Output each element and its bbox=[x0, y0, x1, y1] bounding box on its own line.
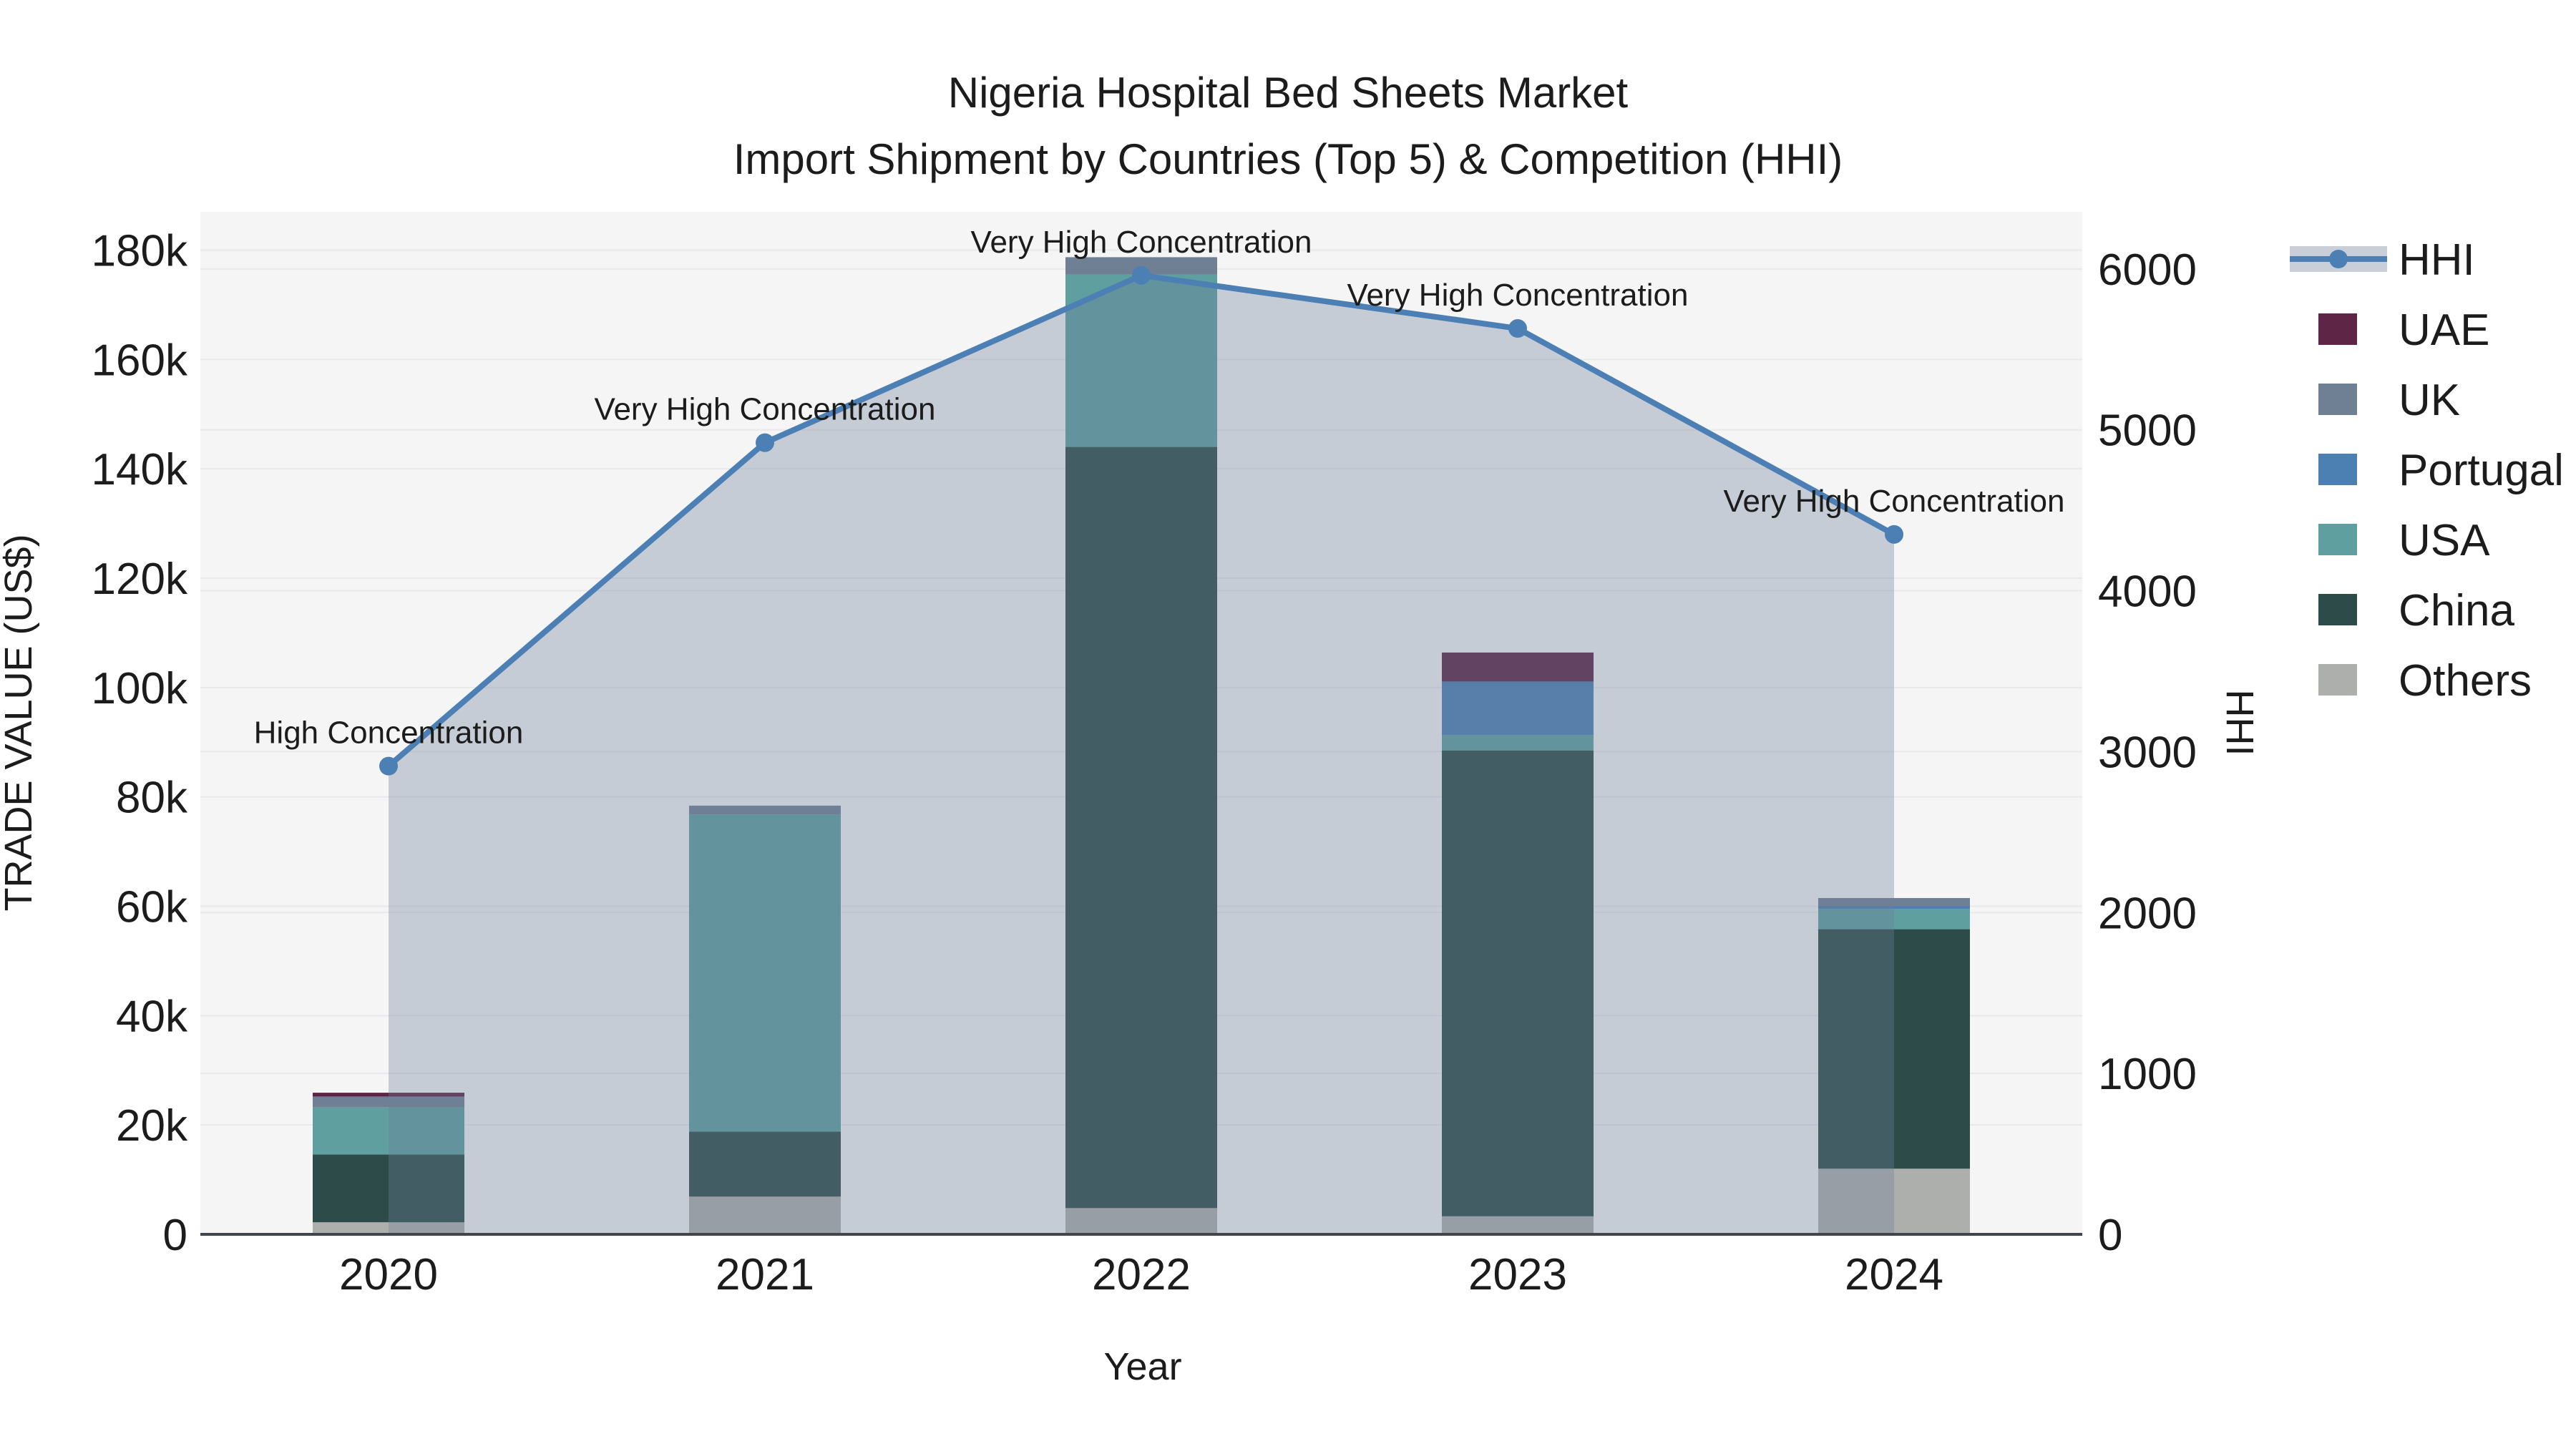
y-left-tick-label: 20k bbox=[116, 1101, 188, 1151]
bar-segment-2024-others[interactable] bbox=[1818, 1169, 1970, 1234]
hhi-marker-2020[interactable] bbox=[379, 756, 398, 776]
y-left-tick-label: 0 bbox=[163, 1211, 187, 1260]
bar-segment-2023-others[interactable] bbox=[1442, 1216, 1594, 1234]
legend-label-usa: USA bbox=[2399, 516, 2490, 565]
bar-segment-2020-uae[interactable] bbox=[313, 1093, 464, 1097]
legend-label-others: Others bbox=[2399, 656, 2532, 706]
y-right-tick-label: 6000 bbox=[2098, 245, 2197, 295]
x-axis-title: Year bbox=[1103, 1345, 1181, 1388]
y-right-tick-label: 0 bbox=[2098, 1211, 2122, 1260]
legend-item-usa[interactable]: USA bbox=[2318, 516, 2490, 565]
y-right-tick-label: 3000 bbox=[2098, 728, 2197, 777]
bar-segment-2024-china[interactable] bbox=[1818, 929, 1970, 1169]
y-left-tick-label: 120k bbox=[92, 555, 188, 604]
bar-segment-2021-usa[interactable] bbox=[689, 814, 841, 1132]
y-left-tick-label: 180k bbox=[92, 226, 188, 275]
y-left-axis-title: TRADE VALUE (US$) bbox=[0, 534, 40, 911]
legend-item-china[interactable]: China bbox=[2318, 586, 2515, 635]
x-tick-label: 2022 bbox=[1092, 1250, 1191, 1299]
bar-segment-2023-china[interactable] bbox=[1442, 750, 1594, 1216]
hhi-marker-2024[interactable] bbox=[1885, 525, 1903, 544]
y-left-tick-label: 160k bbox=[92, 336, 188, 385]
chart-subtitle: Import Shipment by Countries (Top 5) & C… bbox=[733, 135, 1843, 183]
annotation-2024: Very High Concentration bbox=[1724, 484, 2065, 519]
hhi-marker-2023[interactable] bbox=[1508, 319, 1527, 338]
hhi-marker-2021[interactable] bbox=[756, 433, 774, 452]
bar-segment-2020-usa[interactable] bbox=[313, 1107, 464, 1155]
legend-label-uae: UAE bbox=[2399, 306, 2489, 355]
bar-segment-2024-usa[interactable] bbox=[1818, 909, 1970, 930]
legend-swatch-china bbox=[2318, 594, 2357, 625]
legend-item-uk[interactable]: UK bbox=[2318, 376, 2460, 425]
bar-segment-2024-uk[interactable] bbox=[1818, 898, 1970, 907]
hhi-area-fill bbox=[389, 275, 1894, 1235]
legend-item-uae[interactable]: UAE bbox=[2318, 306, 2489, 355]
y-left-tick-label: 80k bbox=[116, 774, 188, 823]
y-right-axis-title: HHI bbox=[2218, 690, 2261, 756]
x-tick-label: 2021 bbox=[716, 1250, 814, 1299]
hhi-marker-2022[interactable] bbox=[1132, 265, 1151, 285]
x-tick-label: 2023 bbox=[1468, 1250, 1567, 1299]
y-right-tick-label: 2000 bbox=[2098, 889, 2197, 938]
legend-item-hhi[interactable]: HHI bbox=[2290, 235, 2475, 285]
bar-segment-2022-china[interactable] bbox=[1065, 447, 1217, 1209]
bar-segment-2020-others[interactable] bbox=[313, 1222, 464, 1234]
y-right-tick-label: 5000 bbox=[2098, 406, 2197, 456]
legend-hhi-marker-sample bbox=[2329, 250, 2348, 268]
y-left-tick-label: 140k bbox=[92, 445, 188, 494]
x-tick-label: 2024 bbox=[1845, 1250, 1943, 1299]
bar-segment-2020-china[interactable] bbox=[313, 1154, 464, 1223]
y-left-tick-label: 40k bbox=[116, 992, 188, 1041]
y-left-tick-label: 60k bbox=[116, 882, 188, 932]
y-right-tick-label: 1000 bbox=[2098, 1050, 2197, 1099]
legend-label-china: China bbox=[2399, 586, 2515, 635]
annotation-2021: Very High Concentration bbox=[595, 392, 936, 427]
legend-label-hhi: HHI bbox=[2399, 235, 2475, 285]
legend-item-others[interactable]: Others bbox=[2318, 656, 2532, 706]
legend-swatch-uae bbox=[2318, 313, 2357, 345]
legend-item-portugal[interactable]: Portugal bbox=[2318, 446, 2564, 495]
legend-swatch-portugal bbox=[2318, 454, 2357, 485]
bar-segment-2021-china[interactable] bbox=[689, 1131, 841, 1197]
bar-segment-2020-uk[interactable] bbox=[313, 1096, 464, 1108]
bar-segment-2023-usa[interactable] bbox=[1442, 735, 1594, 751]
annotation-2020: High Concentration bbox=[254, 716, 524, 751]
legend-swatch-usa bbox=[2318, 524, 2357, 555]
legend-swatch-others bbox=[2318, 664, 2357, 696]
annotation-2023: Very High Concentration bbox=[1347, 278, 1689, 313]
bar-segment-2024-portugal[interactable] bbox=[1818, 906, 1970, 909]
x-tick-label: 2020 bbox=[339, 1250, 438, 1299]
bar-segment-2022-usa[interactable] bbox=[1065, 274, 1217, 447]
bar-segment-2023-uae[interactable] bbox=[1442, 652, 1594, 682]
legend-label-portugal: Portugal bbox=[2399, 446, 2564, 495]
bar-segment-2021-uk[interactable] bbox=[689, 805, 841, 815]
legend-label-uk: UK bbox=[2399, 376, 2460, 425]
bar-segment-2021-others[interactable] bbox=[689, 1196, 841, 1234]
bar-segment-2023-portugal[interactable] bbox=[1442, 681, 1594, 736]
bar-segment-2022-others[interactable] bbox=[1065, 1208, 1217, 1234]
legend-swatch-uk bbox=[2318, 384, 2357, 415]
y-left-tick-label: 100k bbox=[92, 664, 188, 713]
annotation-2022: Very High Concentration bbox=[971, 225, 1312, 260]
y-right-tick-label: 4000 bbox=[2098, 567, 2197, 617]
chart-title: Nigeria Hospital Bed Sheets Market bbox=[948, 69, 1629, 117]
